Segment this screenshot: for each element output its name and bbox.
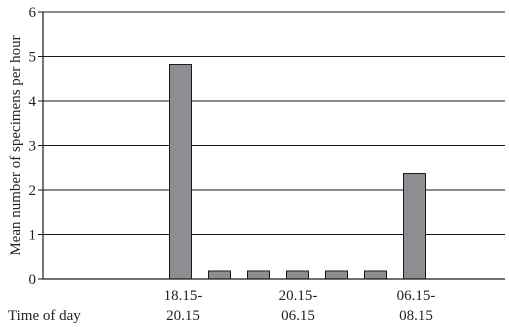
x-tick-label-line1: 20.15- (279, 288, 318, 304)
y-tick-label: 5 (29, 50, 37, 66)
x-tick-label-line2: 08.15 (399, 308, 433, 324)
bar (325, 270, 348, 280)
bar (208, 270, 231, 280)
y-tick-label: 1 (29, 228, 37, 244)
y-axis-title: Mean number of specimens per hour (8, 35, 24, 255)
y-tick-label: 2 (29, 183, 37, 199)
y-tick-label: 3 (29, 139, 37, 155)
bar (247, 270, 270, 280)
y-tick-label: 4 (29, 94, 37, 110)
y-tick-label: 0 (29, 272, 37, 288)
x-tick-label-line1: 06.15- (397, 288, 436, 304)
bar (286, 270, 309, 280)
x-tick-label-line1: 18.15- (164, 288, 203, 304)
bar (169, 64, 192, 280)
bar (403, 173, 426, 280)
x-tick-label-line2: 06.15 (281, 308, 315, 324)
x-axis-tick-labels: 18.15- 20.15 20.15- 06.15 06.15- 08.15 (164, 288, 436, 324)
gridlines (43, 11, 505, 235)
y-tick-label: 6 (29, 5, 37, 21)
bar (364, 270, 387, 280)
x-tick-label-line2: 20.15 (166, 308, 200, 324)
y-axis-ticks: 0 1 2 3 4 5 6 (29, 5, 43, 288)
bars (169, 64, 426, 280)
x-axis-title: Time of day (8, 308, 81, 324)
